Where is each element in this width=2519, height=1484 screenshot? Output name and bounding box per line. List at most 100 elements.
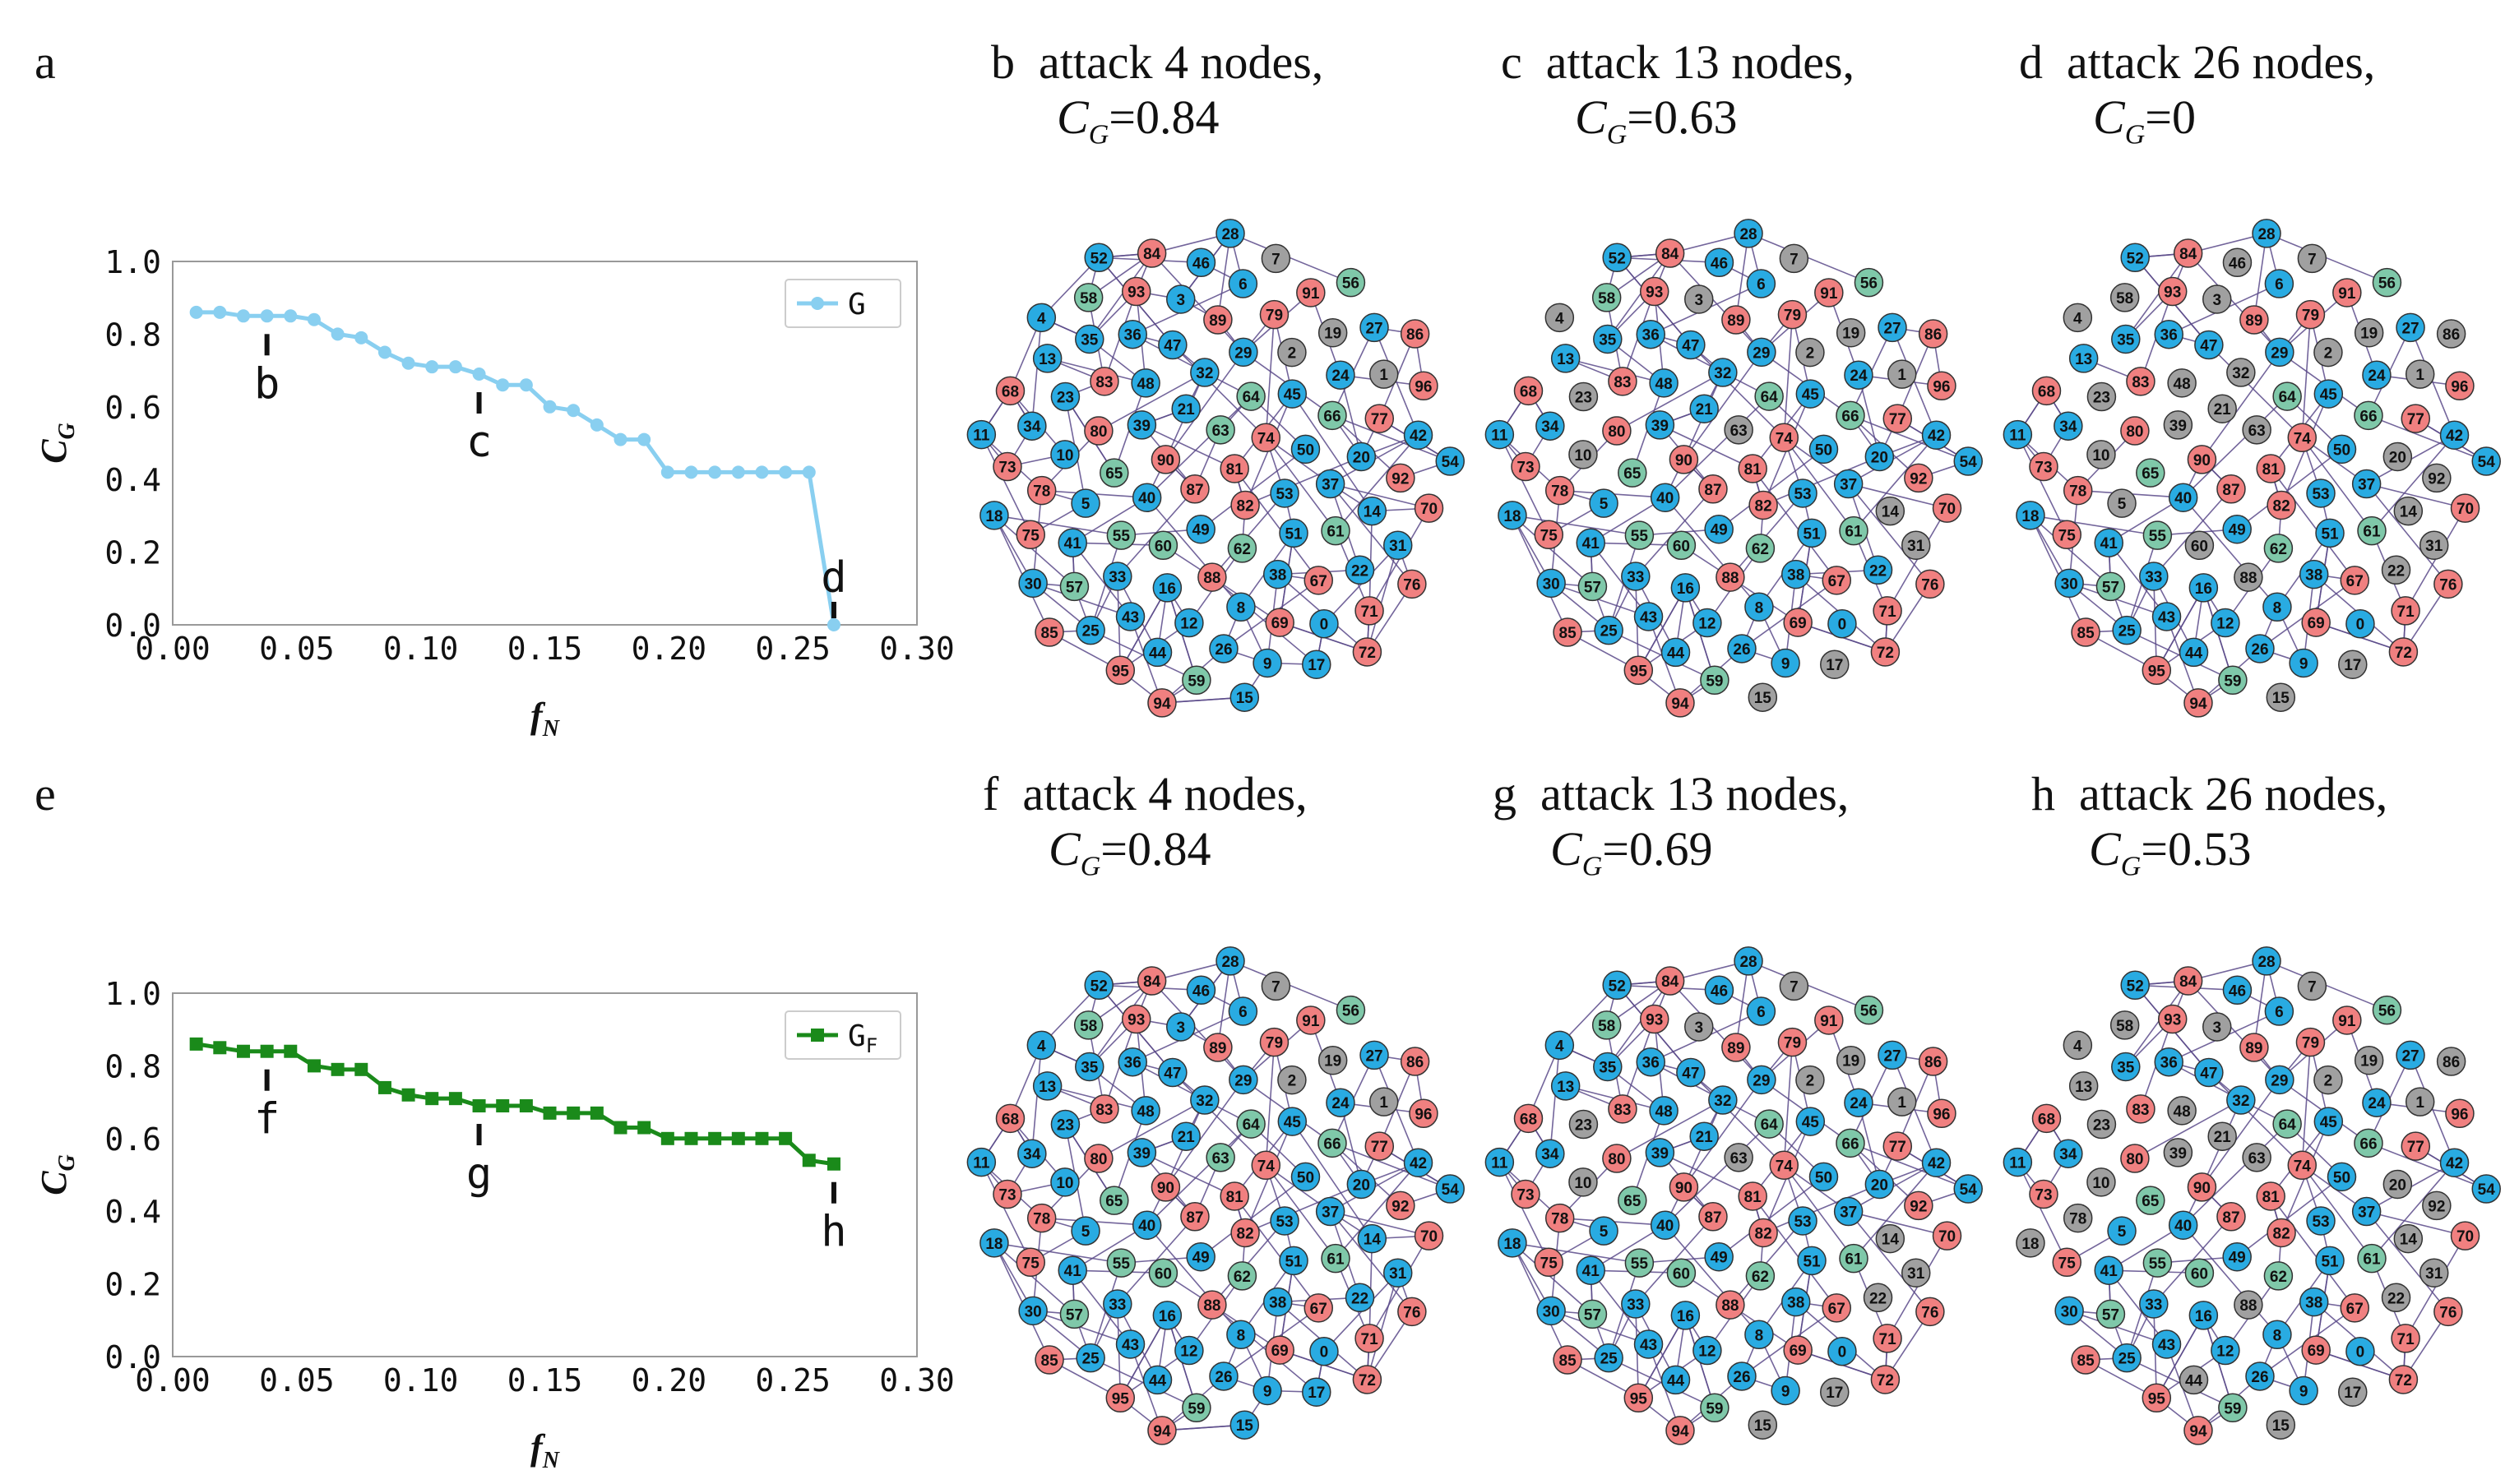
node-label: 87 <box>2222 482 2239 499</box>
node-circle <box>1409 371 1438 401</box>
node-label: 34 <box>1023 418 1041 436</box>
node-label: 78 <box>1551 1211 1568 1228</box>
data-point <box>827 1157 840 1171</box>
network-edge <box>1366 1272 1399 1380</box>
node-circle <box>1296 278 1326 307</box>
network-node: 86 <box>1400 319 1430 349</box>
title-letter: g <box>1493 767 1516 821</box>
network-node: 93 <box>1639 1004 1669 1034</box>
node-label: 57 <box>1066 579 1083 596</box>
node-circle <box>1076 615 1105 645</box>
network-node: 3 <box>1166 284 1196 314</box>
node-label: 73 <box>2035 460 2052 477</box>
node-circle <box>2362 360 2392 390</box>
network-node: 25 <box>2112 1343 2142 1373</box>
network-edge <box>2108 1269 2168 1345</box>
network-node: 92 <box>1386 463 1415 493</box>
node-circle <box>2405 359 2435 389</box>
network-node: 77 <box>2401 1131 2431 1161</box>
node-circle <box>1261 971 1291 1001</box>
node-label: 95 <box>1630 1390 1648 1408</box>
node-label: 28 <box>2257 226 2275 243</box>
network-edge <box>1783 437 1855 532</box>
network-node: 33 <box>2139 562 2169 591</box>
data-point <box>802 1153 816 1167</box>
network-node: 7 <box>2297 971 2327 1001</box>
node-circle <box>1932 1221 1962 1251</box>
node-label: 44 <box>1149 1372 1167 1389</box>
node-label: 36 <box>1124 1055 1141 1072</box>
network-node: 85 <box>1035 617 1064 647</box>
node-circle <box>2419 1258 2449 1288</box>
network-edge <box>1616 372 1724 432</box>
network-node: 85 <box>1553 1345 1582 1375</box>
network-node: 67 <box>1822 1293 1851 1323</box>
network-node: 94 <box>1147 688 1177 718</box>
network-edge <box>1151 252 1244 353</box>
node-circle <box>2111 324 2141 354</box>
node-label: 31 <box>2425 1265 2443 1283</box>
network-node: 69 <box>1783 608 1813 637</box>
node-circle <box>1084 970 1114 1001</box>
network-node: 83 <box>2126 1094 2156 1124</box>
title-letter: f <box>983 767 999 821</box>
node-circle <box>1684 1012 1714 1042</box>
network-node: 32 <box>2226 1085 2256 1115</box>
network-edge <box>1550 1310 1649 1345</box>
node-circle <box>1795 1065 1825 1095</box>
node-circle <box>1639 1004 1669 1034</box>
node-circle <box>2157 276 2188 307</box>
node-circle <box>1704 514 1734 544</box>
node-label: 71 <box>1361 1331 1379 1348</box>
network-node: 67 <box>2340 1293 2369 1323</box>
node-label: 88 <box>1203 570 1220 587</box>
node-circle <box>2194 1057 2224 1088</box>
node-circle <box>1915 569 1945 599</box>
node-label: 36 <box>1642 327 1660 344</box>
network-edge <box>1665 1123 1770 1226</box>
node-label: 0 <box>1838 1344 1847 1361</box>
node-label: 43 <box>1640 609 1657 626</box>
network-node: 13 <box>1032 1071 1063 1101</box>
network-edge <box>1848 483 1931 585</box>
network-edge <box>1172 1071 1266 1166</box>
node-circle <box>1689 394 1719 423</box>
node-label: 39 <box>2169 1145 2187 1163</box>
node-circle <box>1251 423 1281 453</box>
data-point <box>236 309 250 323</box>
node-circle <box>1050 1109 1081 1140</box>
network-node: 19 <box>2354 317 2384 348</box>
node-circle <box>1059 1299 1090 1329</box>
node-circle <box>1904 1190 1933 1221</box>
network-node: 61 <box>1839 515 1868 546</box>
node-circle <box>2391 1324 2420 1353</box>
node-circle <box>1152 1301 1183 1330</box>
network-node: 25 <box>1076 1343 1105 1373</box>
network-node: 80 <box>1084 416 1114 446</box>
node-circle <box>1745 534 1776 563</box>
node-circle <box>2252 219 2281 248</box>
node-circle <box>1073 283 1104 312</box>
node-circle <box>2299 1287 2329 1317</box>
node-label: 69 <box>1271 1343 1289 1360</box>
node-label: 66 <box>1323 1135 1341 1153</box>
node-circle <box>2393 496 2424 526</box>
network-node: 22 <box>2381 555 2411 585</box>
network-node: 52 <box>1084 970 1114 1001</box>
node-label: 15 <box>1754 690 1772 707</box>
node-circle <box>1568 1167 1598 1197</box>
node-label: 10 <box>1574 447 1591 465</box>
node-circle <box>1878 312 1907 343</box>
title-d: d attack 26 nodes, CG=0 <box>2019 35 2375 151</box>
cg-value: =0.53 <box>2141 822 2252 876</box>
node-circle <box>1932 493 1962 523</box>
node-label: 84 <box>2179 246 2197 263</box>
annotation-label: b <box>254 359 280 409</box>
node-label: 11 <box>973 428 990 445</box>
network-node: 4 <box>1544 303 1575 333</box>
network-node: 83 <box>1090 1094 1119 1124</box>
node-circle <box>2433 569 2463 599</box>
network-node: 66 <box>2354 1128 2383 1158</box>
network-node: 88 <box>1716 562 1745 592</box>
network-node: 88 <box>2234 1290 2263 1320</box>
